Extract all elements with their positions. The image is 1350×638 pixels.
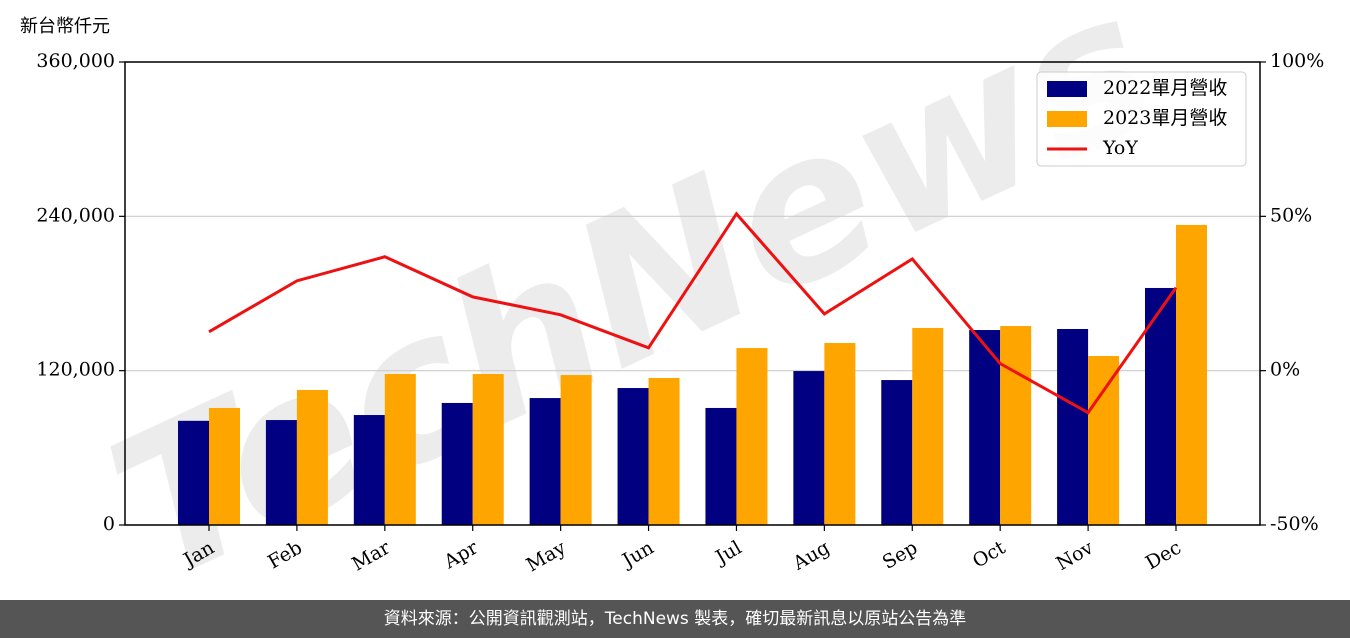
legend-swatch	[1047, 111, 1087, 127]
chart: 新台幣仟元 TechNews 0120,000240,000360,000-50…	[20, 0, 1324, 600]
bar	[560, 375, 592, 525]
legend-label: 2022單月營收	[1103, 77, 1227, 99]
x-tick-label: Sep	[879, 537, 922, 574]
x-tick-label: Nov	[1052, 536, 1097, 575]
bar	[441, 402, 473, 525]
bar	[736, 348, 768, 525]
bar	[969, 330, 1001, 525]
x-tick-label: Oct	[969, 536, 1010, 572]
bar	[1145, 287, 1176, 525]
legend-label: YoY	[1102, 137, 1138, 159]
y-tick-label: 360,000	[36, 50, 115, 72]
y-tick-label: 0	[103, 513, 115, 535]
bar	[1000, 326, 1032, 525]
x-tick-label: Dec	[1142, 537, 1185, 575]
y-axis-label: 新台幣仟元	[20, 16, 110, 37]
bar	[1176, 224, 1207, 526]
y-tick-label: 120,000	[36, 359, 115, 381]
legend-label: 2023單月營收	[1103, 107, 1227, 129]
plot-frame	[124, 61, 1261, 526]
legend: 2022單月營收 2023單月營收 YoY	[1036, 71, 1247, 167]
y2-tick-label: -50%	[1270, 513, 1319, 535]
legend-swatch	[1047, 81, 1087, 97]
footer: 資料來源：公開資訊觀測站，TechNews 製表，確切最新訊息以原站公告為準	[0, 600, 1350, 638]
y2-tick-label: 100%	[1270, 50, 1324, 72]
bar	[824, 343, 856, 525]
y2-tick-label: 50%	[1270, 204, 1312, 226]
x-tick-label: Jul	[710, 537, 745, 570]
x-tick-label: Aug	[788, 537, 833, 576]
bar	[529, 398, 561, 525]
bar	[265, 420, 297, 525]
legend-box	[1036, 71, 1247, 167]
x-tick-label: Jun	[617, 537, 658, 573]
bar	[178, 420, 209, 525]
bar	[1088, 356, 1120, 525]
x-tick-label: Apr	[440, 536, 483, 573]
bar	[209, 407, 240, 525]
x-tick-label: May	[523, 536, 570, 576]
bar	[1057, 328, 1089, 525]
yoy-line	[208, 211, 1178, 415]
bar	[648, 377, 680, 525]
bar	[353, 415, 385, 525]
y2-tick-label: 0%	[1270, 359, 1300, 381]
bar	[296, 389, 328, 525]
bar	[881, 380, 913, 525]
bar	[384, 374, 416, 525]
bar	[472, 374, 504, 525]
bar	[912, 327, 944, 525]
bar	[617, 388, 649, 525]
bar	[705, 407, 737, 525]
y-tick-label: 240,000	[36, 204, 115, 226]
bar	[793, 371, 825, 525]
